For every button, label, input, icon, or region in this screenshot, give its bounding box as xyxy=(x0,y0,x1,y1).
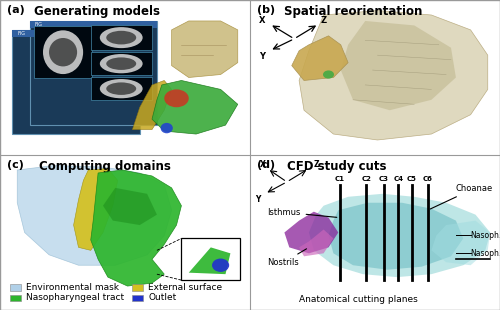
Ellipse shape xyxy=(164,89,189,107)
Text: C4: C4 xyxy=(394,176,404,182)
Text: X: X xyxy=(259,16,266,25)
Bar xyxy=(10,284,21,291)
Text: FIG: FIG xyxy=(34,22,42,27)
Text: Choanae: Choanae xyxy=(430,184,493,209)
Text: Isthmus: Isthmus xyxy=(267,208,337,217)
Text: (d): (d) xyxy=(258,160,276,170)
Text: C1: C1 xyxy=(334,176,344,182)
Bar xyxy=(132,294,143,301)
Bar xyxy=(12,30,140,134)
Polygon shape xyxy=(189,247,230,274)
Polygon shape xyxy=(292,36,348,81)
Polygon shape xyxy=(172,21,238,78)
Polygon shape xyxy=(284,212,339,253)
Text: (c): (c) xyxy=(8,160,24,170)
Text: C6: C6 xyxy=(423,176,432,182)
Bar xyxy=(30,21,157,125)
Polygon shape xyxy=(103,188,157,225)
Ellipse shape xyxy=(106,57,136,70)
Polygon shape xyxy=(152,81,238,134)
Polygon shape xyxy=(328,203,463,270)
Text: CFD study cuts: CFD study cuts xyxy=(287,160,386,173)
Ellipse shape xyxy=(323,70,334,79)
Bar xyxy=(30,21,157,29)
Polygon shape xyxy=(309,194,490,277)
Text: C2: C2 xyxy=(362,176,372,182)
Bar xyxy=(34,26,92,78)
Bar xyxy=(12,30,140,37)
Text: Z: Z xyxy=(314,160,319,169)
Text: Nasoph.1: Nasoph.1 xyxy=(470,231,500,240)
Polygon shape xyxy=(299,11,488,140)
Polygon shape xyxy=(74,169,118,250)
Text: Y: Y xyxy=(260,52,266,61)
Text: Generating models: Generating models xyxy=(34,5,160,18)
Text: Nasopharyngeal tract: Nasopharyngeal tract xyxy=(26,294,124,303)
Text: (a): (a) xyxy=(8,5,25,15)
Polygon shape xyxy=(91,170,182,286)
Text: Outlet: Outlet xyxy=(148,294,176,303)
Polygon shape xyxy=(132,81,172,130)
Text: C3: C3 xyxy=(378,176,388,182)
Polygon shape xyxy=(299,229,334,256)
Text: Y: Y xyxy=(255,195,260,204)
Ellipse shape xyxy=(43,30,83,74)
Text: Spatial reorientation: Spatial reorientation xyxy=(284,5,423,18)
Polygon shape xyxy=(17,166,172,265)
Text: C5: C5 xyxy=(407,176,416,182)
Ellipse shape xyxy=(100,27,142,48)
Bar xyxy=(132,284,143,291)
Bar xyxy=(182,238,240,280)
Text: FIG: FIG xyxy=(17,31,25,36)
Text: (b): (b) xyxy=(258,5,276,15)
Text: Anatomical cutting planes: Anatomical cutting planes xyxy=(298,295,418,304)
Ellipse shape xyxy=(106,31,136,44)
Text: Nostrils: Nostrils xyxy=(267,249,306,267)
Text: Computing domains: Computing domains xyxy=(40,160,171,173)
Bar xyxy=(90,25,152,50)
Bar xyxy=(10,294,21,301)
Ellipse shape xyxy=(100,79,142,98)
Ellipse shape xyxy=(106,82,136,95)
Ellipse shape xyxy=(212,259,229,272)
Text: Nasoph.2: Nasoph.2 xyxy=(470,249,500,258)
Text: X: X xyxy=(260,160,266,169)
Bar xyxy=(90,52,152,75)
Ellipse shape xyxy=(49,38,77,66)
Bar xyxy=(90,77,152,100)
Polygon shape xyxy=(432,221,490,265)
Ellipse shape xyxy=(100,54,142,73)
Ellipse shape xyxy=(160,123,173,133)
Text: Environmental mask: Environmental mask xyxy=(26,283,119,292)
Text: External surface: External surface xyxy=(148,283,222,292)
Polygon shape xyxy=(341,21,456,110)
Text: Z: Z xyxy=(320,16,326,25)
